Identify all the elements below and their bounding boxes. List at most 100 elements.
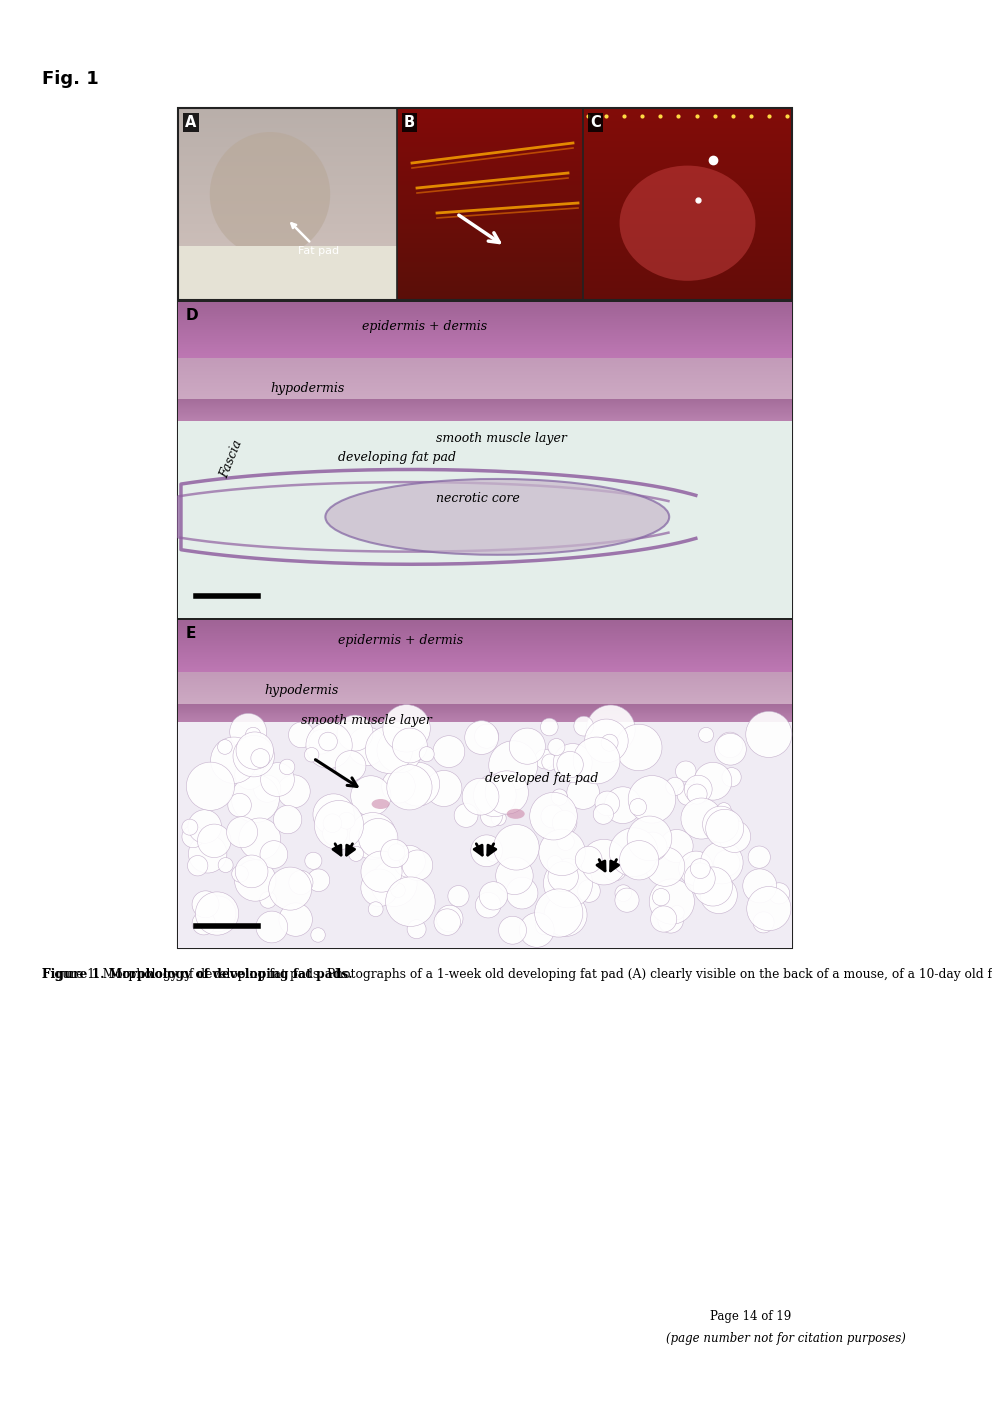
Circle shape bbox=[542, 753, 558, 770]
Circle shape bbox=[743, 868, 777, 904]
Circle shape bbox=[269, 867, 311, 911]
Circle shape bbox=[716, 803, 731, 817]
Circle shape bbox=[420, 746, 434, 762]
Circle shape bbox=[615, 888, 639, 912]
Circle shape bbox=[383, 704, 431, 752]
Circle shape bbox=[377, 728, 422, 773]
Circle shape bbox=[260, 840, 288, 868]
Circle shape bbox=[480, 805, 503, 826]
Circle shape bbox=[260, 891, 277, 908]
Circle shape bbox=[218, 857, 233, 873]
Circle shape bbox=[536, 918, 553, 934]
Circle shape bbox=[393, 846, 426, 877]
Circle shape bbox=[694, 762, 732, 800]
Text: C: C bbox=[590, 115, 601, 130]
Circle shape bbox=[192, 891, 219, 918]
Circle shape bbox=[187, 856, 208, 875]
Circle shape bbox=[318, 732, 337, 751]
Circle shape bbox=[702, 807, 739, 842]
Circle shape bbox=[309, 730, 333, 753]
Circle shape bbox=[584, 720, 628, 763]
Circle shape bbox=[681, 798, 722, 839]
Circle shape bbox=[447, 885, 469, 906]
Bar bbox=[178, 723, 792, 948]
Circle shape bbox=[679, 852, 713, 885]
Circle shape bbox=[182, 819, 197, 835]
Circle shape bbox=[558, 833, 574, 850]
Circle shape bbox=[553, 811, 577, 835]
Circle shape bbox=[187, 810, 221, 843]
Circle shape bbox=[506, 877, 538, 909]
Circle shape bbox=[670, 905, 684, 920]
Circle shape bbox=[554, 744, 592, 783]
Circle shape bbox=[769, 882, 790, 904]
Bar bbox=[178, 421, 792, 617]
Circle shape bbox=[349, 812, 396, 859]
Circle shape bbox=[230, 713, 267, 751]
Text: Fig. 1: Fig. 1 bbox=[42, 70, 99, 88]
Circle shape bbox=[676, 760, 696, 781]
Circle shape bbox=[630, 798, 647, 815]
Circle shape bbox=[615, 724, 662, 770]
Circle shape bbox=[581, 839, 627, 885]
Circle shape bbox=[698, 727, 713, 742]
Circle shape bbox=[254, 774, 281, 803]
Circle shape bbox=[361, 852, 402, 892]
Text: Page 14 of 19: Page 14 of 19 bbox=[710, 1310, 792, 1323]
Circle shape bbox=[391, 882, 406, 898]
Circle shape bbox=[433, 735, 465, 767]
Circle shape bbox=[323, 814, 341, 832]
Circle shape bbox=[705, 810, 744, 847]
Circle shape bbox=[684, 863, 715, 894]
Circle shape bbox=[638, 832, 667, 861]
Circle shape bbox=[627, 817, 672, 860]
Circle shape bbox=[381, 839, 409, 867]
Circle shape bbox=[289, 723, 314, 748]
Circle shape bbox=[387, 765, 433, 810]
Circle shape bbox=[548, 738, 564, 756]
Circle shape bbox=[251, 749, 270, 767]
Text: D: D bbox=[186, 309, 198, 323]
Circle shape bbox=[235, 760, 264, 790]
Bar bbox=[178, 620, 792, 948]
Circle shape bbox=[310, 927, 325, 943]
Bar bbox=[178, 247, 397, 300]
Circle shape bbox=[646, 847, 684, 887]
Circle shape bbox=[548, 861, 578, 892]
Circle shape bbox=[552, 788, 567, 805]
Circle shape bbox=[609, 828, 658, 877]
Circle shape bbox=[553, 904, 583, 934]
Text: hypodermis: hypodermis bbox=[270, 382, 344, 396]
Circle shape bbox=[335, 751, 366, 781]
Circle shape bbox=[479, 881, 508, 911]
Text: E: E bbox=[186, 626, 196, 641]
Circle shape bbox=[289, 870, 313, 895]
Text: (page number not for citation purposes): (page number not for citation purposes) bbox=[666, 1331, 906, 1345]
Text: smooth muscle layer: smooth muscle layer bbox=[435, 432, 566, 445]
Circle shape bbox=[402, 850, 433, 881]
Circle shape bbox=[535, 890, 583, 937]
Circle shape bbox=[473, 774, 516, 817]
Circle shape bbox=[649, 880, 694, 925]
Text: Fascia: Fascia bbox=[218, 438, 245, 480]
Circle shape bbox=[256, 911, 288, 943]
Text: necrotic core: necrotic core bbox=[435, 491, 520, 505]
Circle shape bbox=[489, 741, 538, 790]
Circle shape bbox=[474, 724, 499, 748]
Circle shape bbox=[235, 854, 268, 888]
Circle shape bbox=[693, 867, 732, 906]
Circle shape bbox=[365, 727, 413, 773]
Circle shape bbox=[586, 706, 635, 753]
Circle shape bbox=[535, 749, 555, 769]
Circle shape bbox=[371, 860, 417, 906]
Circle shape bbox=[337, 716, 373, 751]
Circle shape bbox=[566, 777, 599, 810]
Circle shape bbox=[747, 887, 791, 930]
Ellipse shape bbox=[209, 132, 330, 257]
Circle shape bbox=[485, 770, 529, 814]
Circle shape bbox=[687, 784, 707, 804]
Circle shape bbox=[305, 748, 318, 762]
Bar bbox=[178, 108, 792, 300]
Circle shape bbox=[462, 779, 499, 815]
Circle shape bbox=[278, 774, 310, 808]
